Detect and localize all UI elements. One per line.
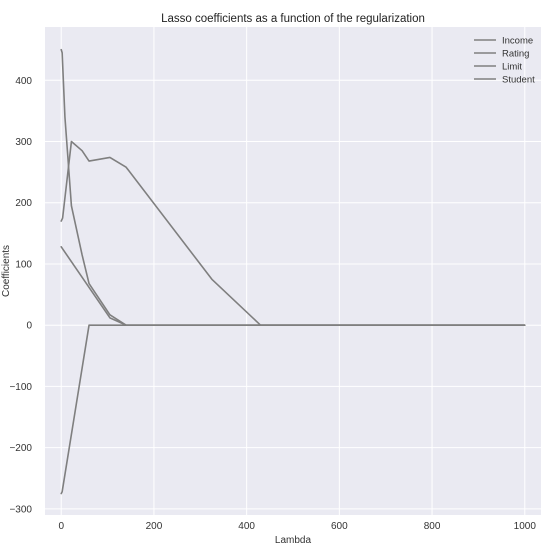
x-tick-label: 200 [146,521,163,532]
series-line-limit [60,48,526,326]
plot-background [45,27,541,515]
legend-label-income: Income [502,36,533,47]
y-tick-label: 0 [26,321,32,332]
y-tick-label: 100 [15,259,32,270]
series-line-student [60,246,526,326]
y-tick-label: −100 [9,382,32,393]
y-tick-label: 400 [15,76,32,87]
x-tick-label: 400 [238,521,255,532]
x-tick-label: 600 [331,521,348,532]
grid-lines [45,27,541,515]
y-axis-label: Coefficients [1,245,12,297]
x-axis-label: Lambda [275,535,312,546]
x-tick-label: 0 [58,521,64,532]
tick-labels: 0 200 400 600 800 1000 −300 −200 −100 0 100 200 300 4… [9,76,536,532]
y-tick-label: 200 [15,198,32,209]
legend: Income Rating Limit Student [474,36,535,86]
x-tick-label: 1000 [514,521,537,532]
chart-title: Lasso coefficients as a function of the … [161,13,425,25]
legend-label-student: Student [502,75,535,86]
legend-label-rating: Rating [502,49,529,60]
series-line-rating [60,140,526,326]
y-tick-label: −300 [9,504,32,515]
y-tick-label: −200 [9,443,32,454]
y-tick-label: 300 [15,137,32,148]
series-lines [60,48,526,495]
x-tick-label: 800 [424,521,441,532]
legend-label-limit: Limit [502,62,522,73]
